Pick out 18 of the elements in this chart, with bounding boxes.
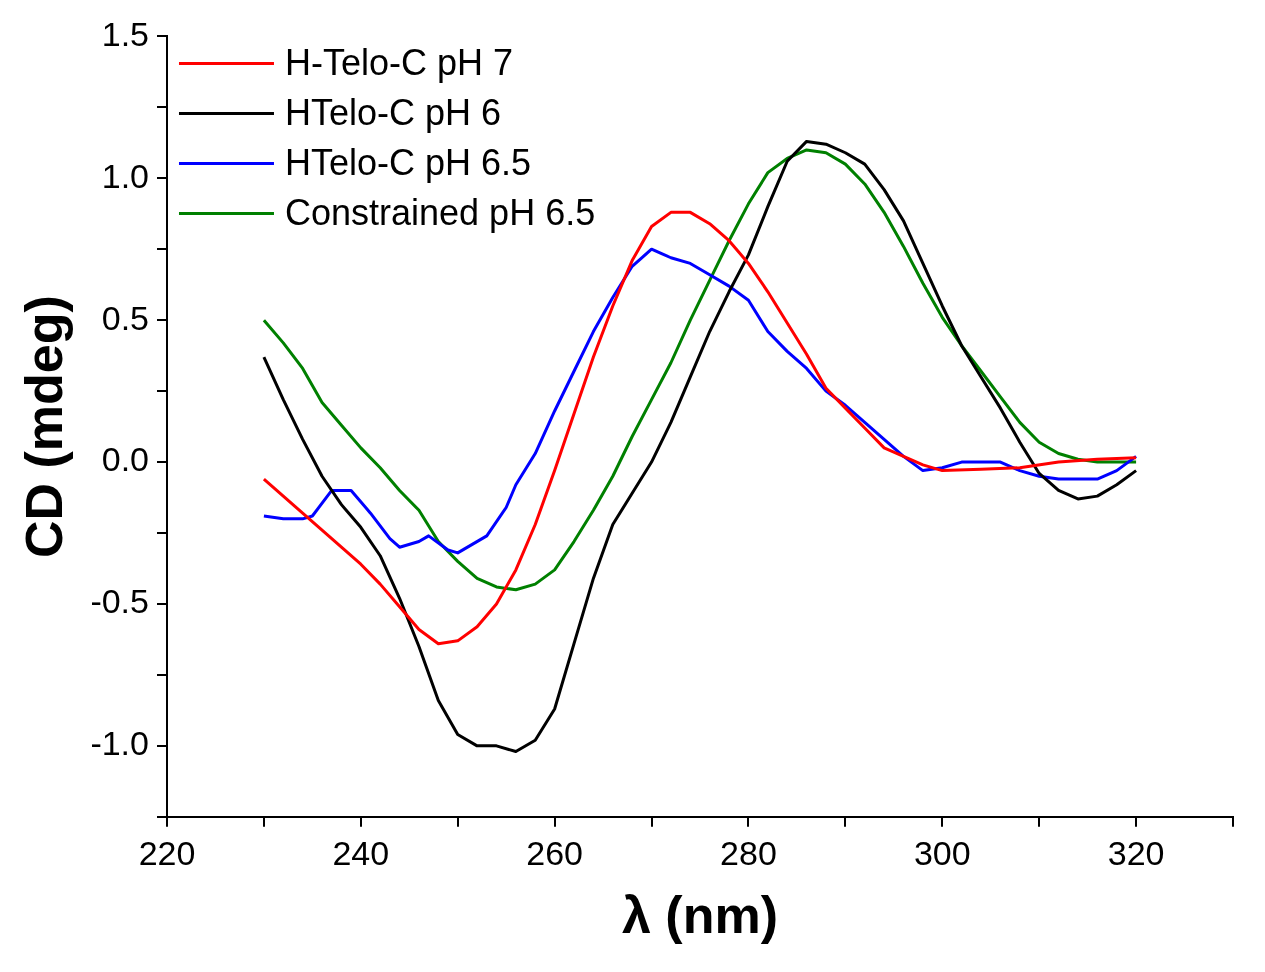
y-tick-label: 1.0: [101, 156, 149, 195]
legend-label: H-Telo-C pH 7: [284, 42, 514, 84]
x-axis-title: λ (nm): [621, 886, 778, 945]
y-tick-label: 1.5: [101, 14, 149, 53]
y-axis-title: CD (mdeg): [14, 295, 73, 559]
x-tick-label: 240: [332, 833, 390, 872]
x-tick-label: 300: [913, 833, 971, 872]
y-tick-label: -0.5: [90, 582, 149, 621]
legend-label: HTelo-C pH 6: [284, 92, 502, 134]
x-tick-label: 220: [138, 833, 196, 872]
y-tick-label: 0.5: [101, 298, 149, 337]
x-tick-label: 260: [526, 833, 583, 872]
x-tick-label: 320: [1107, 833, 1165, 872]
y-tick-label: 0.0: [101, 440, 149, 479]
legend-label: Constrained pH 6.5: [284, 192, 596, 234]
legend-label: HTelo-C pH 6.5: [284, 142, 532, 184]
x-tick-label: 280: [720, 833, 777, 872]
y-tick-label: -1.0: [90, 724, 149, 763]
